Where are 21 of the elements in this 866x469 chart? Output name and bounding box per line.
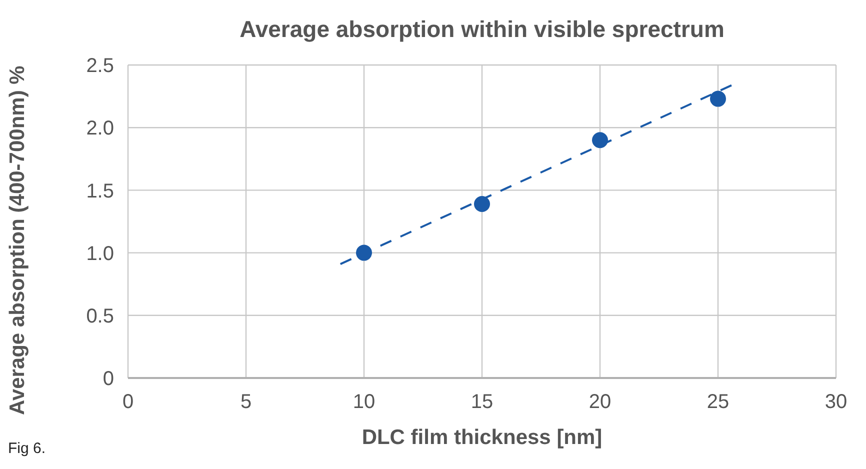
x-axis-title: DLC film thickness [nm]	[360, 426, 604, 450]
y-tick-label: 1.0	[86, 242, 114, 265]
x-tick-label: 20	[588, 391, 612, 414]
y-tick-label: 2.0	[86, 118, 114, 140]
x-tick-label: 30	[824, 391, 848, 414]
y-tick-label: 0	[102, 368, 114, 390]
x-tick-label: 25	[706, 391, 730, 414]
point	[356, 244, 372, 261]
x-tick-label: 0	[122, 391, 134, 414]
x-tick-label: 5	[240, 391, 252, 414]
chart-title: Average absorption within visible sprectrum	[238, 16, 726, 43]
x-tick-label: 10	[352, 391, 376, 414]
y-axis-title: Average absorption (400-700nm) %	[6, 66, 30, 415]
point	[710, 90, 726, 107]
y-tick-label: 2.5	[86, 55, 114, 78]
point	[474, 196, 490, 212]
x-tick-label: 15	[470, 391, 494, 414]
caption: Fig 6.	[8, 440, 46, 457]
y-tick-label: 1.5	[86, 180, 114, 202]
y-tick-label: 0.5	[86, 306, 114, 328]
point	[592, 132, 608, 148]
